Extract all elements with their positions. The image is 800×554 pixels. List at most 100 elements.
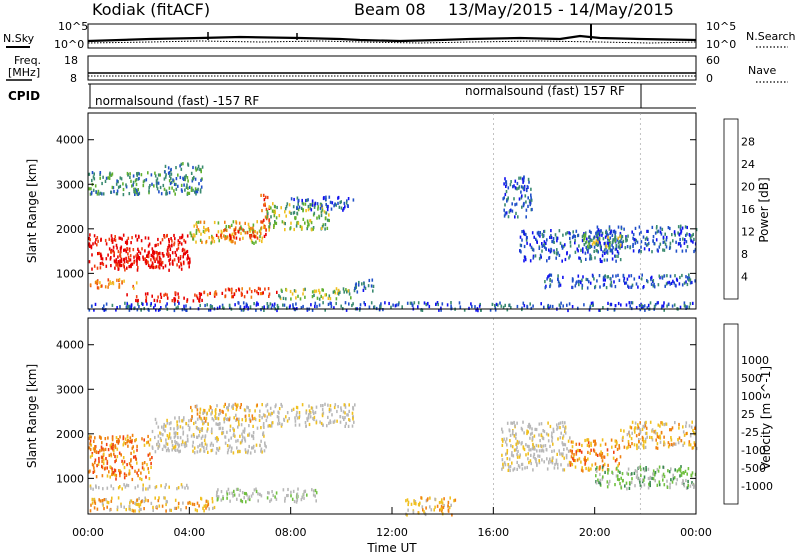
velocity-panel-frame bbox=[87, 317, 697, 515]
velocity-ylabel: Slant Range [km] bbox=[25, 364, 39, 468]
xtick-label-1: 04:00 bbox=[173, 526, 205, 539]
velocity-colorbar-tick-7: 1000 bbox=[741, 354, 769, 367]
velocity-colorbar: -1000 -500 -100 -25 25 100 500 1000 bbox=[723, 323, 773, 505]
power-region-3 bbox=[215, 226, 267, 241]
power-ytick-label-3: 4000 bbox=[56, 134, 84, 147]
beam-label: Beam 08 bbox=[354, 0, 426, 19]
power-region-10 bbox=[203, 286, 278, 299]
noise-right-tick-bottom: 10^0 bbox=[706, 38, 736, 51]
power-colorbar-frame bbox=[723, 118, 739, 300]
velocity-region-1 bbox=[151, 416, 267, 455]
cpid-label: CPID bbox=[8, 89, 40, 103]
cpid-mode-2: normalsound (fast) 157 RF bbox=[465, 84, 625, 98]
xtick-label-0: 00:00 bbox=[72, 526, 104, 539]
power-colorbar-tick-4: 20 bbox=[741, 181, 755, 194]
power-colorbar-tick-0: 4 bbox=[741, 271, 748, 284]
nave-label: Nave bbox=[748, 64, 776, 77]
xtick-label-3: 12:00 bbox=[376, 526, 408, 539]
power-yaxis: 1000 2000 3000 4000 bbox=[56, 134, 696, 280]
power-colorbar-tick-1: 8 bbox=[741, 248, 748, 261]
freq-unit-label: [MHz] bbox=[8, 66, 40, 79]
velocity-heatmap bbox=[88, 113, 698, 517]
xtick-label-6: 00:00 bbox=[680, 526, 712, 539]
velocity-colorbar-tick-6: 500 bbox=[741, 372, 762, 385]
velocity-region-3 bbox=[89, 496, 216, 513]
power-ytick-label-1: 2000 bbox=[56, 223, 84, 236]
velocity-ytick-label-2: 3000 bbox=[56, 383, 84, 396]
velocity-region-7 bbox=[501, 420, 571, 473]
noise-sky-label: N.Sky bbox=[3, 32, 35, 45]
power-region-11 bbox=[278, 287, 356, 301]
freq-tick-top: 18 bbox=[64, 54, 78, 67]
xtick-label-2: 08:00 bbox=[275, 526, 307, 539]
freq-label: Freq. bbox=[14, 54, 41, 67]
velocity-ytick-label-1: 2000 bbox=[56, 428, 84, 441]
power-ylabel: Slant Range [km] bbox=[25, 159, 39, 263]
power-region-9 bbox=[126, 291, 203, 304]
power-ytick-label-2: 3000 bbox=[56, 178, 84, 191]
velocity-colorbar-tick-3: -25 bbox=[741, 426, 759, 439]
velocity-region-4 bbox=[215, 487, 318, 504]
velocity-yaxis: 1000 2000 3000 4000 bbox=[56, 339, 696, 485]
power-region-19 bbox=[88, 301, 694, 313]
velocity-ytick-label-0: 1000 bbox=[56, 472, 84, 485]
freq-tick-bottom: 8 bbox=[70, 72, 77, 85]
xtick-label-4: 16:00 bbox=[477, 526, 509, 539]
velocity-region-9 bbox=[620, 420, 698, 451]
velocity-region-6 bbox=[190, 402, 266, 424]
noise-left-tick-bottom: 10^0 bbox=[54, 38, 84, 51]
noise-panel-frame bbox=[87, 23, 697, 49]
power-panel-frame bbox=[87, 112, 697, 310]
velocity-colorbar-tick-4: 25 bbox=[741, 408, 755, 421]
power-region-5 bbox=[266, 202, 330, 232]
noise-sky-trace bbox=[87, 34, 697, 43]
power-colorbar: 4 8 12 16 20 24 28 bbox=[723, 118, 755, 300]
date-range: 13/May/2015 - 14/May/2015 bbox=[448, 0, 674, 19]
power-colorbar-tick-3: 16 bbox=[741, 203, 755, 216]
time-axis: 00:00 04:00 08:00 12:00 16:00 20:00 00:00 bbox=[72, 507, 712, 539]
power-region-15 bbox=[519, 229, 622, 264]
power-colorbar-tick-2: 12 bbox=[741, 226, 755, 239]
power-region-18 bbox=[582, 233, 622, 250]
velocity-colorbar-tick-0: -1000 bbox=[741, 480, 773, 493]
power-colorbar-tick-5: 24 bbox=[741, 158, 755, 171]
power-ytick-label-0: 1000 bbox=[56, 267, 84, 280]
power-region-8 bbox=[153, 162, 204, 196]
power-region-17 bbox=[595, 224, 698, 254]
power-region-16 bbox=[544, 273, 696, 290]
power-colorbar-tick-6: 28 bbox=[741, 136, 755, 149]
time-axis-label: Time UT bbox=[366, 541, 417, 554]
power-region-1 bbox=[113, 251, 165, 270]
velocity-colorbar-frame bbox=[723, 323, 739, 505]
xtick-label-5: 20:00 bbox=[579, 526, 611, 539]
noise-search-trace bbox=[87, 40, 697, 44]
velocity-region-8 bbox=[569, 438, 622, 473]
freq-panel-frame bbox=[87, 55, 697, 81]
noise-left-tick-top: 10^5 bbox=[58, 20, 88, 33]
velocity-region-5 bbox=[89, 483, 189, 492]
power-region-13 bbox=[354, 278, 375, 294]
nave-tick-top: 60 bbox=[706, 54, 720, 67]
power-region-0 bbox=[88, 233, 191, 272]
power-region-12 bbox=[89, 277, 138, 290]
velocity-region-0 bbox=[88, 433, 153, 482]
velocity-colorbar-tick-2: -100 bbox=[741, 444, 766, 457]
nave-tick-bottom: 0 bbox=[706, 72, 713, 85]
velocity-colorbar-label: Velocity [m s^-1] bbox=[759, 366, 773, 470]
noise-search-label: N.Search bbox=[746, 30, 796, 43]
velocity-colorbar-tick-5: 100 bbox=[741, 390, 762, 403]
velocity-region-2 bbox=[265, 402, 356, 428]
velocity-region-10 bbox=[595, 465, 697, 491]
power-heatmap bbox=[88, 162, 698, 313]
station-title: Kodiak (fitACF) bbox=[92, 0, 210, 19]
power-region-14 bbox=[502, 175, 533, 219]
power-region-6 bbox=[290, 195, 355, 212]
velocity-ytick-label-3: 4000 bbox=[56, 339, 84, 352]
velocity-region-11 bbox=[405, 496, 457, 517]
power-region-7 bbox=[88, 171, 153, 197]
power-colorbar-label: Power [dB] bbox=[757, 177, 771, 242]
cpid-mode-1: normalsound (fast) -157 RF bbox=[95, 94, 259, 108]
noise-right-tick-top: 10^5 bbox=[706, 20, 736, 33]
velocity-colorbar-tick-1: -500 bbox=[741, 462, 766, 475]
